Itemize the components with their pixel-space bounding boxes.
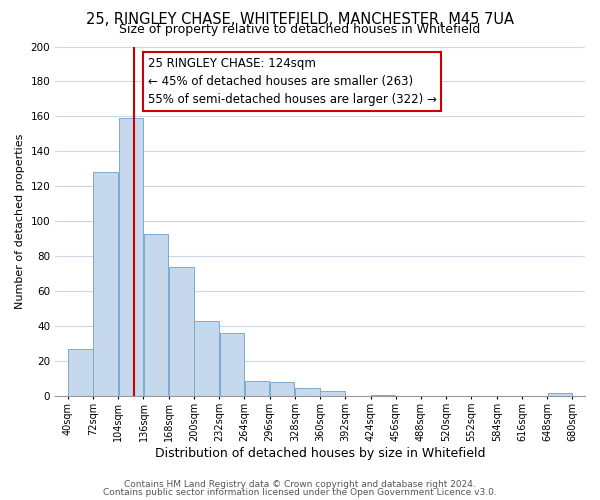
X-axis label: Distribution of detached houses by size in Whitefield: Distribution of detached houses by size … bbox=[155, 447, 485, 460]
Bar bbox=[270, 382, 295, 396]
Text: Contains public sector information licensed under the Open Government Licence v3: Contains public sector information licen… bbox=[103, 488, 497, 497]
Text: Size of property relative to detached houses in Whitefield: Size of property relative to detached ho… bbox=[119, 24, 481, 36]
Bar bbox=[220, 334, 244, 396]
Bar bbox=[295, 388, 320, 396]
Bar bbox=[94, 172, 118, 396]
Bar bbox=[144, 234, 169, 396]
Text: 25, RINGLEY CHASE, WHITEFIELD, MANCHESTER, M45 7UA: 25, RINGLEY CHASE, WHITEFIELD, MANCHESTE… bbox=[86, 12, 514, 26]
Bar bbox=[169, 267, 194, 396]
Text: 25 RINGLEY CHASE: 124sqm
← 45% of detached houses are smaller (263)
55% of semi-: 25 RINGLEY CHASE: 124sqm ← 45% of detach… bbox=[148, 57, 437, 106]
Bar bbox=[194, 321, 219, 396]
Y-axis label: Number of detached properties: Number of detached properties bbox=[15, 134, 25, 309]
Bar bbox=[320, 391, 345, 396]
Text: Contains HM Land Registry data © Crown copyright and database right 2024.: Contains HM Land Registry data © Crown c… bbox=[124, 480, 476, 489]
Bar bbox=[371, 394, 395, 396]
Bar bbox=[119, 118, 143, 396]
Bar bbox=[245, 380, 269, 396]
Bar bbox=[68, 349, 92, 397]
Bar bbox=[548, 393, 572, 396]
